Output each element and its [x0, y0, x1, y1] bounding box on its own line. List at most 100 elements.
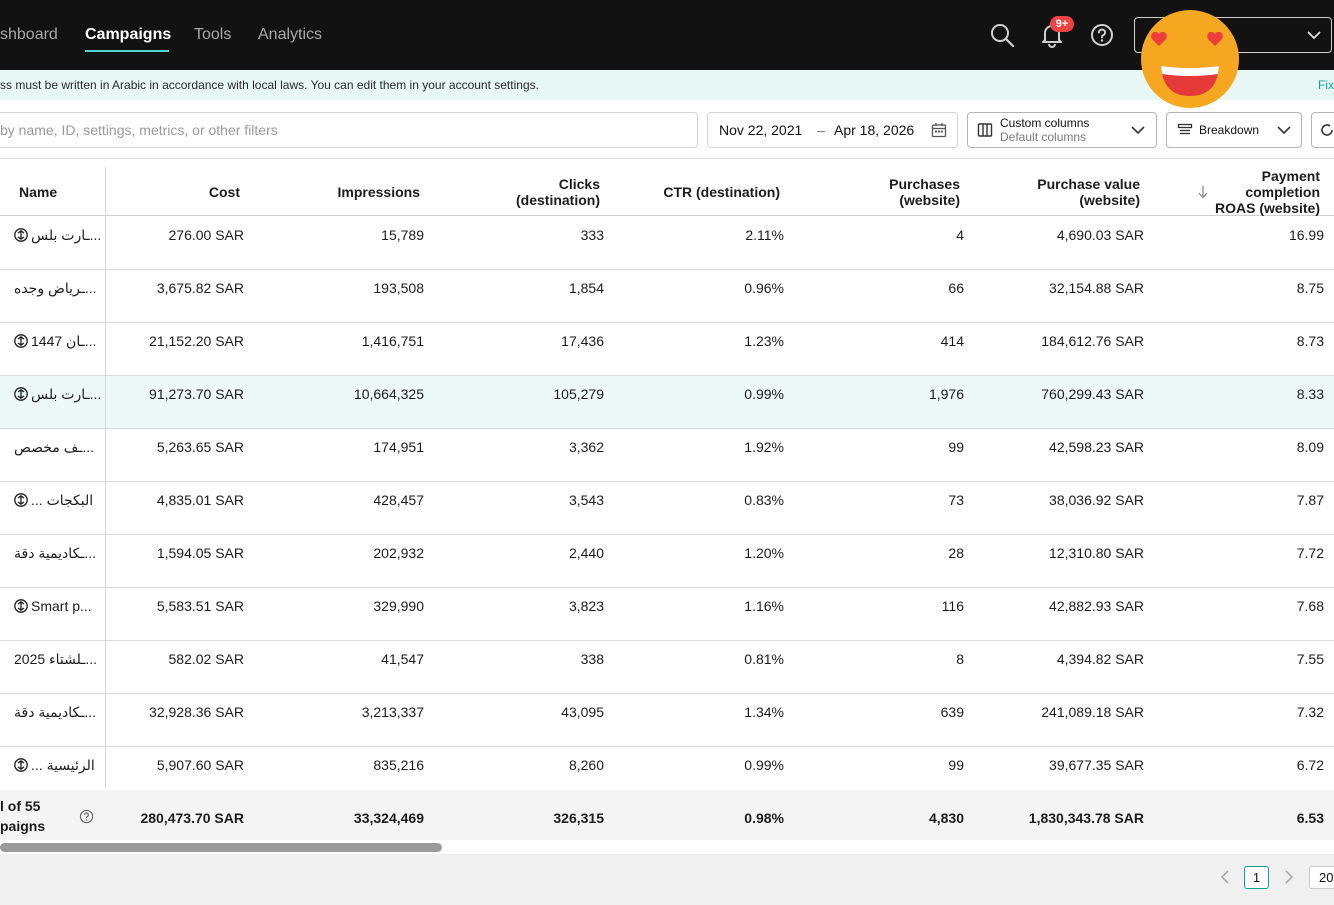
cell-ctr: 0.96% [744, 280, 784, 296]
campaign-name[interactable]: ... البكجات [14, 492, 93, 509]
campaign-name[interactable]: ـكاديمية دقة... [14, 704, 96, 721]
total-clicks: 326,315 [553, 810, 604, 826]
col-header-cost[interactable]: Cost [208, 184, 240, 200]
chevron-right-icon[interactable] [1281, 869, 1297, 885]
cell-purchases: 1,976 [928, 386, 964, 402]
notice-text: ss must be written in Arabic in accordan… [0, 78, 539, 92]
cell-roas: 8.33 [1296, 386, 1324, 402]
campaign-name[interactable]: ـكاديمية دقة... [14, 545, 96, 562]
nav-campaigns[interactable]: Campaigns [85, 26, 172, 43]
cell-roas: 16.99 [1288, 227, 1324, 243]
cell-clicks: 8,260 [568, 757, 604, 773]
table-row[interactable]: ـلشتاء 2025... 582.02 SAR 41,547 338 0.81% 8 4… [0, 641, 1334, 694]
breakdown-label: Breakdown [1199, 123, 1260, 137]
table-row[interactable]: ـارت بلس... 91,273.70 SAR 10,664,325 105,27… [0, 376, 1334, 429]
cell-purchases: 73 [948, 492, 964, 508]
table-total-row [0, 790, 1334, 840]
cell-impressions: 10,664,325 [353, 386, 424, 402]
col-header-roas[interactable]: Payment completion ROAS (website) [1215, 168, 1320, 216]
cell-clicks: 2,440 [568, 545, 604, 561]
cell-impressions: 1,416,751 [361, 333, 424, 349]
col-header-clicks-line2: (destination) [516, 192, 600, 208]
campaign-name[interactable]: ـارت بلس... [14, 227, 101, 244]
notice-fix-link[interactable]: Fix [1318, 78, 1334, 92]
campaign-name[interactable]: ـف مخصص... [14, 439, 94, 456]
cell-clicks: 333 [580, 227, 604, 243]
cell-cost: 91,273.70 SAR [149, 386, 244, 402]
col-header-impressions[interactable]: Impressions [337, 184, 420, 200]
cell-purchase-value: 12,310.80 SAR [1049, 545, 1144, 561]
cell-purchase-value: 39,677.35 SAR [1049, 757, 1144, 773]
horizontal-scrollbar-thumb[interactable] [0, 843, 442, 852]
campaign-name[interactable]: ـلشتاء 2025... [14, 651, 97, 668]
cell-impressions: 15,789 [381, 227, 424, 243]
page-size-select[interactable]: 20 [1309, 866, 1334, 889]
total-cost: 280,473.70 SAR [140, 810, 244, 826]
chevron-down-icon[interactable] [1306, 27, 1322, 43]
notification-badge: 9+ [1050, 16, 1074, 32]
total-purchases: 4,830 [928, 810, 964, 826]
table-header [0, 159, 1334, 216]
table-row[interactable]: ـارت بلس... 276.00 SAR 15,789 333 2.11% 4 4,69… [0, 217, 1334, 270]
campaign-name[interactable]: Smart p... [14, 598, 92, 614]
campaign-name[interactable]: ـارت بلس... [14, 386, 101, 403]
table-row[interactable]: ـرياض وجده... 3,675.82 SAR 193,508 1,854 0.9… [0, 270, 1334, 323]
date-range-picker[interactable] [707, 112, 958, 148]
col-header-roas-line3: ROAS (website) [1214, 200, 1320, 216]
table-row[interactable]: ـف مخصص... 5,263.65 SAR 174,951 3,362 1.92% 9… [0, 429, 1334, 482]
table-row[interactable]: ... البكجات 4,835.01 SAR 428,457 3,543 0.83%… [0, 482, 1334, 535]
search-icon[interactable] [989, 22, 1015, 48]
cell-purchases: 66 [948, 280, 964, 296]
cell-purchase-value: 241,089.18 SAR [1041, 704, 1144, 720]
cell-purchases: 99 [948, 757, 964, 773]
total-impressions: 33,324,469 [353, 810, 424, 826]
col-header-purchase-value[interactable]: Purchase value (website) [1037, 176, 1140, 208]
campaign-type-icon [14, 599, 28, 613]
campaign-name-text: ـلشتاء 2025... [14, 651, 98, 667]
campaign-name-text: Smart p... [31, 598, 92, 614]
cell-clicks: 3,362 [568, 439, 604, 455]
cell-clicks: 3,823 [568, 598, 604, 614]
cell-cost: 3,675.82 SAR [156, 280, 244, 296]
help-icon[interactable] [1089, 22, 1115, 48]
cell-roas: 8.09 [1296, 439, 1324, 455]
sort-down-icon[interactable] [1196, 184, 1210, 200]
cell-cost: 582.02 SAR [168, 651, 245, 667]
help-icon[interactable] [79, 809, 94, 824]
cell-cost: 1,594.05 SAR [156, 545, 244, 561]
cell-ctr: 1.23% [744, 333, 784, 349]
campaign-name[interactable]: ـان 1447... [14, 333, 96, 350]
nav-dashboard[interactable]: shboard [0, 26, 58, 43]
cell-purchase-value: 42,598.23 SAR [1049, 439, 1144, 455]
cell-roas: 7.32 [1296, 704, 1324, 720]
pagination-current-page[interactable]: 1 [1244, 866, 1269, 889]
cell-clicks: 17,436 [561, 333, 604, 349]
cell-purchase-value: 38,036.92 SAR [1049, 492, 1144, 508]
campaign-name[interactable]: ... الرئيسية [14, 757, 95, 774]
search-input[interactable] [0, 112, 698, 148]
cell-ctr: 1.16% [744, 598, 784, 614]
calendar-icon[interactable] [931, 122, 947, 138]
chevron-left-icon[interactable] [1217, 869, 1233, 885]
custom-columns-button[interactable] [967, 112, 1157, 148]
cell-purchase-value: 32,154.88 SAR [1049, 280, 1144, 296]
cell-clicks: 1,854 [568, 280, 604, 296]
cell-purchases: 99 [948, 439, 964, 455]
nav-tools[interactable]: Tools [194, 26, 232, 43]
table-row[interactable]: ـكاديمية دقة... 1,594.05 SAR 202,932 2,440 1… [0, 535, 1334, 588]
col-header-clicks[interactable]: Clicks (destination) [516, 176, 600, 208]
cell-purchase-value: 760,299.43 SAR [1041, 386, 1144, 402]
table-row[interactable]: ـكاديمية دقة... 32,928.36 SAR 3,213,337 43,… [0, 694, 1334, 747]
campaign-name[interactable]: ـرياض وجده... [14, 280, 97, 297]
campaign-type-icon [14, 493, 28, 507]
cell-purchases: 4 [956, 227, 964, 243]
table-row[interactable]: Smart p... 5,583.51 SAR 329,990 3,823 1.16% 1… [0, 588, 1334, 641]
cell-roas: 7.68 [1296, 598, 1324, 614]
cell-cost: 276.00 SAR [168, 227, 245, 243]
col-header-ctr[interactable]: CTR (destination) [663, 184, 780, 200]
nav-analytics[interactable]: Analytics [258, 26, 323, 43]
col-header-name[interactable]: Name [19, 184, 58, 200]
cell-impressions: 193,508 [373, 280, 424, 296]
table-row[interactable]: ـان 1447... 21,152.20 SAR 1,416,751 17,436 1… [0, 323, 1334, 376]
col-header-purchases[interactable]: Purchases (website) [889, 176, 960, 208]
